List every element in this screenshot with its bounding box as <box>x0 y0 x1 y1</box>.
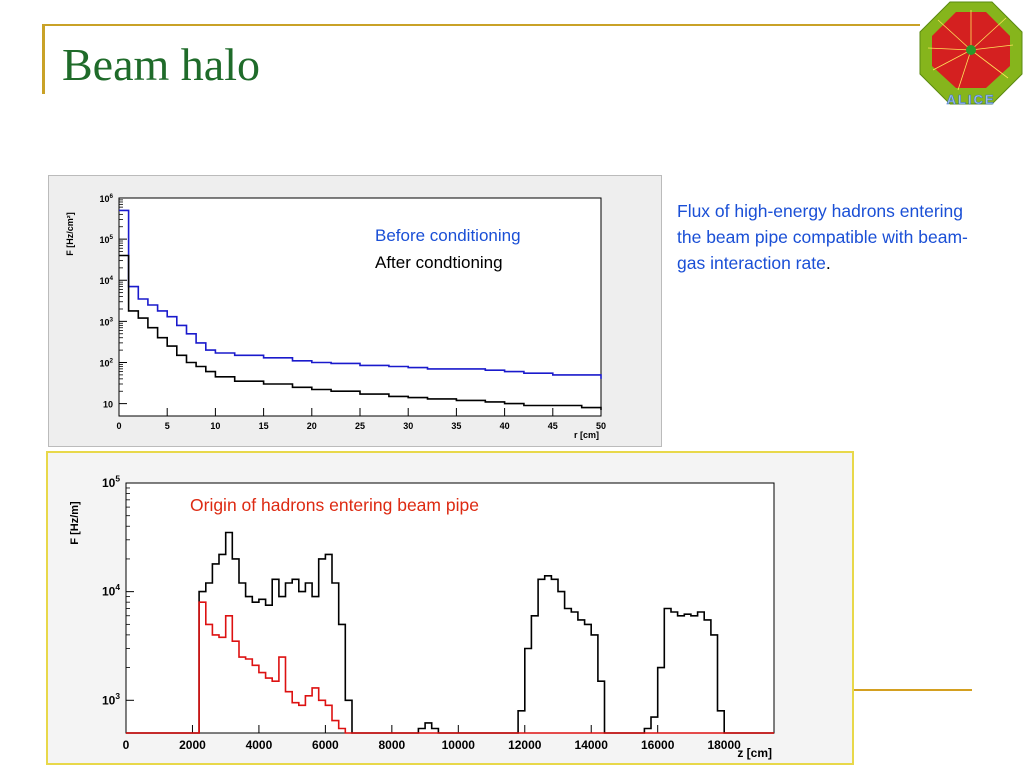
y-tick-label: 105 <box>102 474 120 490</box>
x-tick-label: 10 <box>210 421 220 431</box>
series-line-0 <box>119 209 602 379</box>
x-tick-label: 10000 <box>442 738 476 752</box>
x-tick-label: 20 <box>307 421 317 431</box>
y-tick-label: 105 <box>99 234 113 245</box>
x-tick-label: 45 <box>548 421 558 431</box>
y-tick-label: 106 <box>99 193 113 204</box>
x-tick-label: 5 <box>165 421 170 431</box>
y-tick-label: 10 <box>103 400 113 410</box>
x-tick-label: 40 <box>500 421 510 431</box>
x-tick-label: 35 <box>451 421 461 431</box>
chart-panel-origin: 103 104 105 0 2000 4000 6000 8000 10000 12000 140… <box>46 451 854 765</box>
y-axis-label: F [Hz/m] <box>69 501 81 545</box>
y-axis-label: F [Hz/cm²] <box>65 212 75 256</box>
title-accent-line <box>42 24 920 26</box>
x-tick-label: 30 <box>403 421 413 431</box>
series-line-0 <box>126 531 774 734</box>
origin-chart: 103 104 105 0 2000 4000 6000 8000 10000 12000 140… <box>69 474 775 760</box>
y-tick-label: 103 <box>99 316 113 327</box>
x-axis-label: r [cm] <box>574 430 599 440</box>
x-tick-label: 8000 <box>378 738 405 752</box>
description-body: Flux of high-energy hadrons entering the… <box>677 201 968 273</box>
x-tick-label: 4000 <box>246 738 273 752</box>
x-tick-label: 50 <box>596 421 606 431</box>
series-line-1 <box>119 254 602 410</box>
x-axis-label: z [cm] <box>737 746 772 760</box>
decorative-line <box>854 689 972 691</box>
y-tick-label: 104 <box>99 275 113 286</box>
x-tick-label: 2000 <box>179 738 206 752</box>
alice-logo: ALICE <box>919 1 1023 107</box>
x-tick-label: 18000 <box>707 738 741 752</box>
y-tick-label: 103 <box>102 691 120 707</box>
x-tick-label: 16000 <box>641 738 675 752</box>
title-accent-bar <box>42 24 45 94</box>
x-tick-label: 15 <box>259 421 269 431</box>
x-tick-label: 14000 <box>575 738 609 752</box>
x-tick-label: 0 <box>116 421 121 431</box>
series-line-1 <box>126 601 774 734</box>
x-tick-label: 25 <box>355 421 365 431</box>
radial-flux-chart: 10 102 103 104 105 106 0 5 10 15 20 25 30 35 40 45 50 F… <box>65 193 606 440</box>
logo-text: ALICE <box>947 92 996 107</box>
x-tick-label: 6000 <box>312 738 339 752</box>
description-period: . <box>825 253 831 273</box>
chart-panel-radial: 10 102 103 104 105 106 0 5 10 15 20 25 30 35 40 45 50 F… <box>48 175 662 447</box>
legend-after: After condtioning <box>375 253 503 272</box>
description-text: Flux of high-energy hadrons entering the… <box>677 198 977 276</box>
x-tick-label: 0 <box>123 738 130 752</box>
x-tick-label: 12000 <box>508 738 542 752</box>
chart-annotation: Origin of hadrons entering beam pipe <box>190 495 479 515</box>
y-tick-label: 104 <box>102 582 120 598</box>
slide-title: Beam halo <box>62 39 260 90</box>
y-tick-label: 102 <box>99 357 113 368</box>
legend-before: Before conditioning <box>375 226 521 245</box>
